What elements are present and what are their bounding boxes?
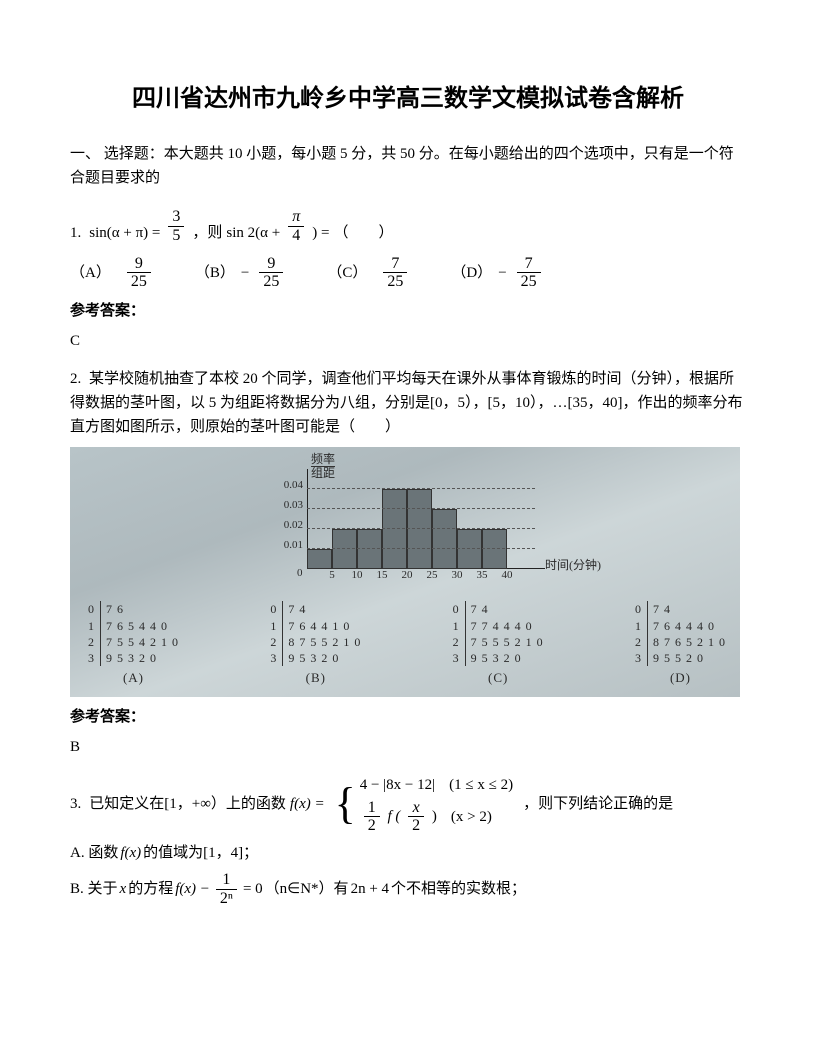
q2-answer-label: 参考答案： xyxy=(70,705,746,729)
y-tick: 0.04 xyxy=(265,477,303,495)
x-tick: 15 xyxy=(377,567,388,585)
histogram-bar xyxy=(457,529,482,569)
stem-plot-c: 07 417 7 4 4 4 027 5 5 5 2 1 039 5 3 2 0… xyxy=(451,601,546,686)
page-title: 四川省达州市九岭乡中学高三数学文模拟试卷含解析 xyxy=(70,80,746,118)
histogram-bar xyxy=(332,529,357,569)
x-tick: 5 xyxy=(329,567,335,585)
origin-label: 0 xyxy=(297,565,303,583)
q2-number: 2. xyxy=(70,371,81,387)
q1-expr-right: sin 2(α + xyxy=(226,221,280,245)
q1-option-b: （B） − 925 xyxy=(195,255,287,291)
q2-text: 某学校随机抽查了本校 20 个同学，调查他们平均每天在课外从事体育锻炼的时间（分… xyxy=(70,371,743,435)
x-tick: 10 xyxy=(352,567,363,585)
q1-mid: ，则 xyxy=(192,221,222,245)
histogram-bar xyxy=(382,489,407,569)
histogram: 频率 组距 0 时间(分钟) 0.010.020.030.04510152025… xyxy=(265,455,545,585)
x-tick: 30 xyxy=(452,567,463,585)
q2-answer: B xyxy=(70,735,746,759)
y-tick: 0.01 xyxy=(265,537,303,555)
x-axis-label: 时间(分钟) xyxy=(545,556,601,575)
stem-label: (A) xyxy=(86,669,181,687)
q3-pre: 已知定义在[1，+∞）上的函数 xyxy=(89,792,286,816)
y-tick: 0.03 xyxy=(265,497,303,515)
stem-plot-d: 07 417 6 4 4 4 028 7 6 5 2 1 039 5 5 2 0… xyxy=(633,601,728,686)
histogram-bar xyxy=(432,509,457,569)
q3-piecewise: { 4 − |8x − 12| (1 ≤ x ≤ 2) 12 f ( x2 ) … xyxy=(335,773,514,835)
q3-option-b: B. 关于 x 的方程 f(x) − 12ⁿ = 0 （n∈N*）有 2n + … xyxy=(70,871,746,907)
q1-number: 1. xyxy=(70,221,81,245)
q1-expr-right2: ) = xyxy=(312,221,329,245)
q1-tail: （ ） xyxy=(333,221,393,245)
x-tick: 25 xyxy=(427,567,438,585)
q1-frac1: 3 5 xyxy=(168,208,184,244)
q1-answer-label: 参考答案： xyxy=(70,299,746,323)
y-tick: 0.02 xyxy=(265,517,303,535)
question-3: 3. 已知定义在[1，+∞）上的函数 f(x) = { 4 − |8x − 12… xyxy=(70,773,746,907)
q1-options: （A） 925 （B） − 925 （C） 725 （D） − 725 xyxy=(70,255,746,291)
stem-label: (B) xyxy=(268,669,363,687)
q1-option-d: （D） − 725 xyxy=(451,255,544,291)
q3-post: ，则下列结论正确的是 xyxy=(523,792,673,816)
x-tick: 40 xyxy=(502,567,513,585)
histogram-bar xyxy=(357,529,382,569)
q1-answer: C xyxy=(70,329,746,353)
histogram-bar xyxy=(482,529,507,569)
q1-option-a: （A） 925 xyxy=(70,255,155,291)
q3-option-a: A. 函数 f(x) 的值域为[1，4]； xyxy=(70,841,746,865)
question-1: 1. sin(α + π) = 3 5 ，则 sin 2(α + π 4 ) =… xyxy=(70,208,746,352)
section-intro: 一、 选择题：本大题共 10 小题，每小题 5 分，共 50 分。在每小题给出的… xyxy=(70,142,746,190)
x-tick: 20 xyxy=(402,567,413,585)
histogram-bar xyxy=(307,549,332,569)
stem-plot-b: 07 417 6 4 4 1 028 7 5 5 2 1 039 5 3 2 0… xyxy=(268,601,363,686)
histogram-bar xyxy=(407,489,432,569)
question-2: 2. 某学校随机抽查了本校 20 个同学，调查他们平均每天在课外从事体育锻炼的时… xyxy=(70,367,746,759)
q3-number: 3. xyxy=(70,792,81,816)
q1-option-c: （C） 725 xyxy=(327,255,411,291)
y-axis-label: 频率 组距 xyxy=(311,453,335,480)
stem-label: (C) xyxy=(451,669,546,687)
x-tick: 35 xyxy=(477,567,488,585)
q3-fx: f(x) = xyxy=(290,792,325,816)
q2-figure: 频率 组距 0 时间(分钟) 0.01 0.02 0.03 0.04 5 10 15 20 25… xyxy=(70,447,740,697)
stem-label: (D) xyxy=(633,669,728,687)
q1-frac2: π 4 xyxy=(288,208,304,244)
stem-plot-a: 07 617 6 5 4 4 027 5 5 4 2 1 039 5 3 2 0… xyxy=(86,601,181,686)
q1-expr-left: sin(α + π) = xyxy=(89,221,160,245)
